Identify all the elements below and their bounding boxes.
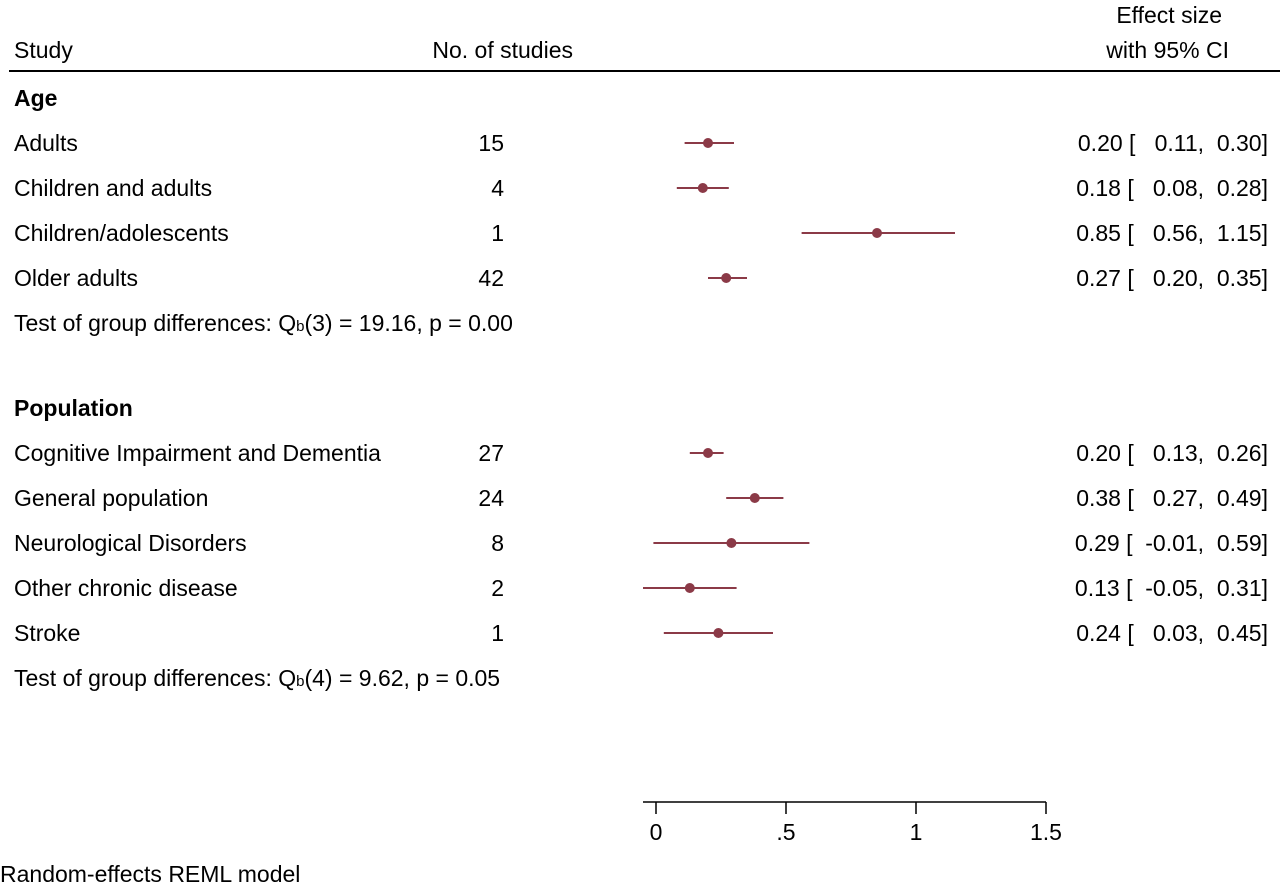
header-n-studies: No. of studies: [432, 37, 573, 63]
row-label: Children/adolescents: [14, 220, 229, 246]
x-tick-label: .5: [776, 819, 795, 845]
row-n-studies: 24: [478, 485, 504, 511]
row-ci-text: 0.13 [ -0.05, 0.31]: [1075, 575, 1268, 601]
row-label: Other chronic disease: [14, 575, 238, 601]
group-test-text: Test of group differences: Qb(4) = 9.62,…: [14, 665, 500, 691]
x-tick-label: 1.5: [1030, 819, 1062, 845]
row-ci-text: 0.20 [ 0.11, 0.30]: [1078, 130, 1268, 156]
row-n-studies: 42: [478, 265, 504, 291]
row-ci-text: 0.18 [ 0.08, 0.28]: [1076, 175, 1268, 201]
point-estimate: [703, 448, 713, 458]
point-estimate: [726, 538, 737, 548]
point-estimate: [749, 493, 760, 503]
group-heading: Population: [14, 395, 133, 421]
row-ci-text: 0.38 [ 0.27, 0.49]: [1076, 485, 1268, 511]
group-heading: Age: [14, 85, 57, 111]
group-test-text: Test of group differences: Qb(3) = 19.16…: [14, 310, 513, 336]
row-n-studies: 27: [478, 440, 504, 466]
row-ci-text: 0.27 [ 0.20, 0.35]: [1076, 265, 1268, 291]
row-label: General population: [14, 485, 208, 511]
row-ci-text: 0.20 [ 0.13, 0.26]: [1076, 440, 1268, 466]
point-estimate: [703, 138, 713, 148]
row-n-studies: 8: [491, 530, 504, 556]
row-ci-text: 0.85 [ 0.56, 1.15]: [1076, 220, 1268, 246]
row-label: Neurological Disorders: [14, 530, 247, 556]
point-estimate: [872, 228, 882, 238]
row-ci-text: 0.29 [ -0.01, 0.59]: [1075, 530, 1268, 556]
footnote: Random-effects REML model: [0, 861, 300, 885]
rows-layer: Age Adults 15 0.20 [ 0.11, 0.30] Children an…: [14, 85, 1268, 691]
x-tick-label: 1: [910, 819, 923, 845]
row-n-studies: 2: [491, 575, 504, 601]
row-label: Older adults: [14, 265, 138, 291]
row-label: Children and adults: [14, 175, 212, 201]
x-tick-label: 0: [650, 819, 663, 845]
row-label: Stroke: [14, 620, 80, 646]
row-label: Adults: [14, 130, 78, 156]
row-label: Cognitive Impairment and Dementia: [14, 440, 381, 466]
point-estimate: [697, 183, 708, 193]
header-effect-line2: with 95% CI: [1105, 37, 1229, 63]
row-n-studies: 1: [491, 220, 504, 246]
point-estimate: [684, 583, 695, 593]
point-estimate: [713, 628, 724, 638]
row-n-studies: 15: [478, 130, 504, 156]
row-n-studies: 4: [491, 175, 504, 201]
x-axis: 0 .5 1 1.5: [643, 801, 1062, 845]
header-study: Study: [14, 37, 73, 63]
header-effect-line1: Effect size: [1116, 2, 1222, 28]
row-ci-text: 0.24 [ 0.03, 0.45]: [1076, 620, 1268, 646]
row-n-studies: 1: [491, 620, 504, 646]
point-estimate: [721, 273, 732, 283]
